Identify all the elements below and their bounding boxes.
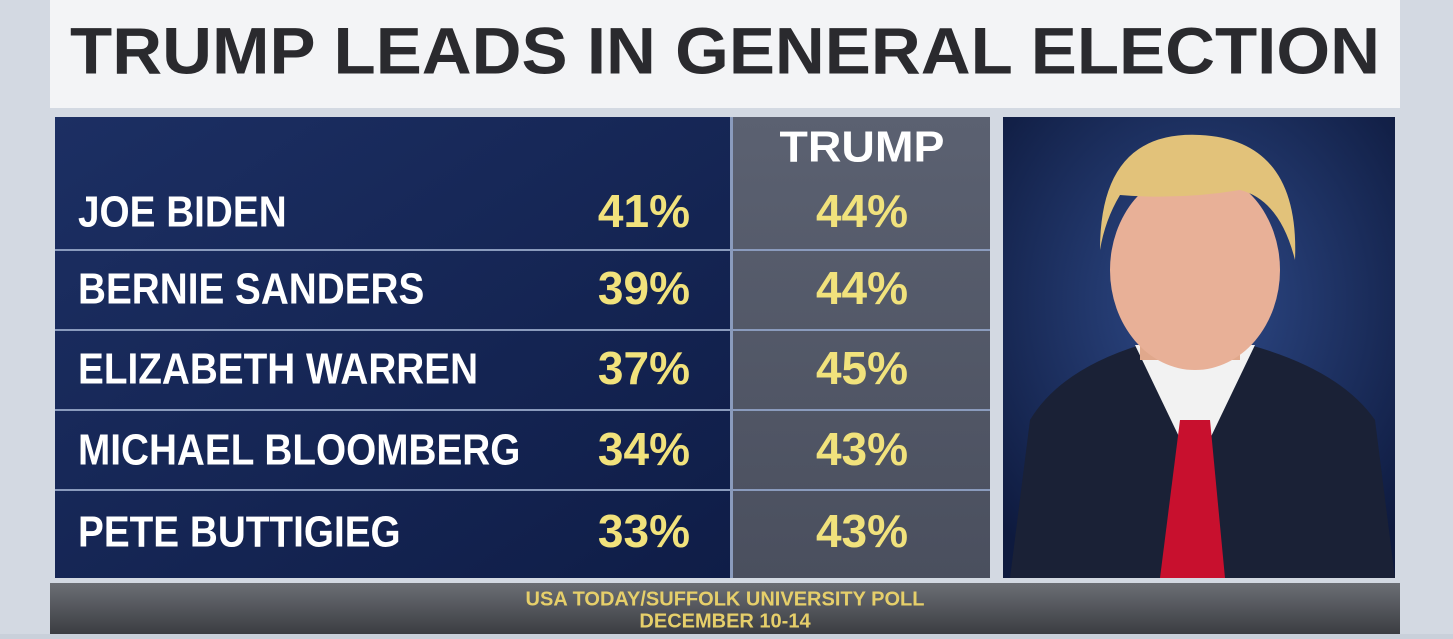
candidate-name: MICHAEL BLOOMBERG [78, 424, 520, 474]
photo [1003, 117, 1395, 578]
candidate-name: ELIZABETH WARREN [78, 343, 478, 393]
column-header: TRUMP [780, 123, 945, 172]
trump-pct: 43% [816, 423, 908, 475]
trump-pct: 44% [816, 262, 908, 314]
trump-panel [733, 117, 990, 578]
footer-band [50, 583, 1400, 634]
candidate-pct: 34% [598, 423, 690, 475]
candidate-pct: 39% [598, 262, 690, 314]
candidate-pct: 33% [598, 505, 690, 557]
footer-source: USA TODAY/SUFFOLK UNIVERSITY POLL [526, 588, 925, 610]
candidate-name: BERNIE SANDERS [78, 263, 424, 313]
candidate-name: JOE BIDEN [78, 186, 287, 236]
candidate-pct: 41% [598, 185, 690, 237]
trump-pct: 44% [816, 185, 908, 237]
candidate-name: PETE BUTTIGIEG [78, 506, 401, 556]
footer-date: DECEMBER 10-14 [639, 610, 811, 632]
title-band [50, 0, 1400, 108]
trump-pct: 45% [816, 342, 908, 394]
candidate-pct: 37% [598, 342, 690, 394]
trump-pct: 43% [816, 505, 908, 557]
title: TRUMP LEADS IN GENERAL ELECTION [70, 13, 1380, 87]
names-panel [55, 117, 730, 578]
